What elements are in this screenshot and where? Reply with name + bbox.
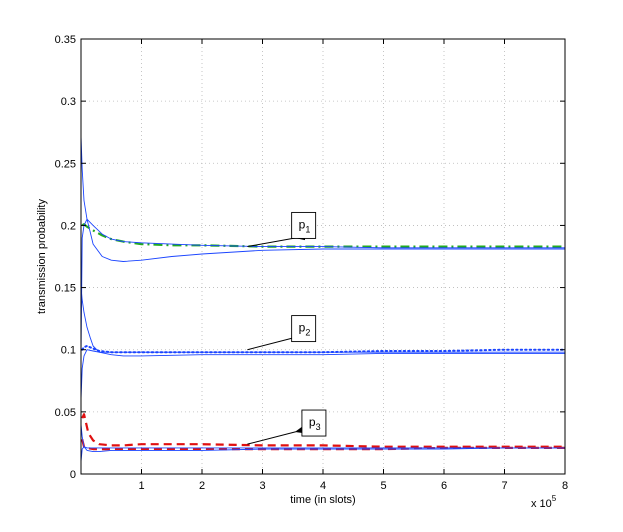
annotation-letter: p <box>309 415 316 429</box>
x-tick-label: 6 <box>441 480 447 492</box>
series-line-10 <box>80 446 565 462</box>
series-line-6 <box>80 349 565 400</box>
annotation-arrow <box>247 232 306 248</box>
data-series <box>80 135 566 462</box>
annotation-letter: p <box>299 321 306 335</box>
annotation-box <box>301 409 327 437</box>
annotation-arrow <box>247 331 306 351</box>
annotation-arrow <box>247 425 306 445</box>
annotation-label: p2 <box>299 321 311 338</box>
y-tick-label: 0 <box>70 469 76 481</box>
annotation-subscript: 3 <box>316 422 321 432</box>
x-multiplier-base: x 10 <box>531 498 552 510</box>
y-tick-label: 0.3 <box>61 96 76 108</box>
annotation-subscript: 1 <box>305 224 310 234</box>
y-tick-label: 0.15 <box>55 283 76 295</box>
series-line-3 <box>80 218 565 356</box>
series-line-7 <box>81 413 565 448</box>
y-tick-label: 0.2 <box>61 220 76 232</box>
series-line-9 <box>80 424 565 453</box>
y-tick-label: 0.25 <box>55 158 76 170</box>
x-tick-label: 2 <box>199 480 205 492</box>
x-axis-label: time (in slots) <box>290 494 355 506</box>
y-tick-label: 0.35 <box>55 34 76 46</box>
x-tick-label: 4 <box>320 480 326 492</box>
x-tick-label: 1 <box>138 480 144 492</box>
x-tick-label: 7 <box>501 480 507 492</box>
annotation-label: p3 <box>309 415 321 432</box>
series-line-5 <box>80 287 565 357</box>
annotation-box <box>291 315 317 343</box>
annotation-letter: p <box>299 217 306 231</box>
annotation-subscript: 2 <box>305 328 310 338</box>
annotation-box <box>291 211 317 239</box>
axis-ticks: 1 2 3 4 5 6 7 8 0 0.05 0.1 0.15 0.2 0.25 0.3 0.35 <box>55 34 568 492</box>
y-tick-label: 0.05 <box>55 407 76 419</box>
annotation-label: p1 <box>299 217 311 234</box>
y-tick-label: 0.1 <box>61 345 76 357</box>
x-tick-label: 3 <box>259 480 265 492</box>
series-line-1 <box>81 223 565 248</box>
x-tick-label: 8 <box>562 480 568 492</box>
x-axis-multiplier: x 105 <box>531 494 557 510</box>
annotation-p2: p2 <box>247 315 317 351</box>
y-axis-label: transmission probability <box>36 199 48 314</box>
x-tick-label: 5 <box>380 480 386 492</box>
series-line-2 <box>80 135 565 262</box>
annotation-p1: p1 <box>247 211 317 248</box>
x-multiplier-exponent: 5 <box>552 494 557 503</box>
series-line-4 <box>81 345 566 354</box>
annotation-p3: p3 <box>247 409 327 445</box>
